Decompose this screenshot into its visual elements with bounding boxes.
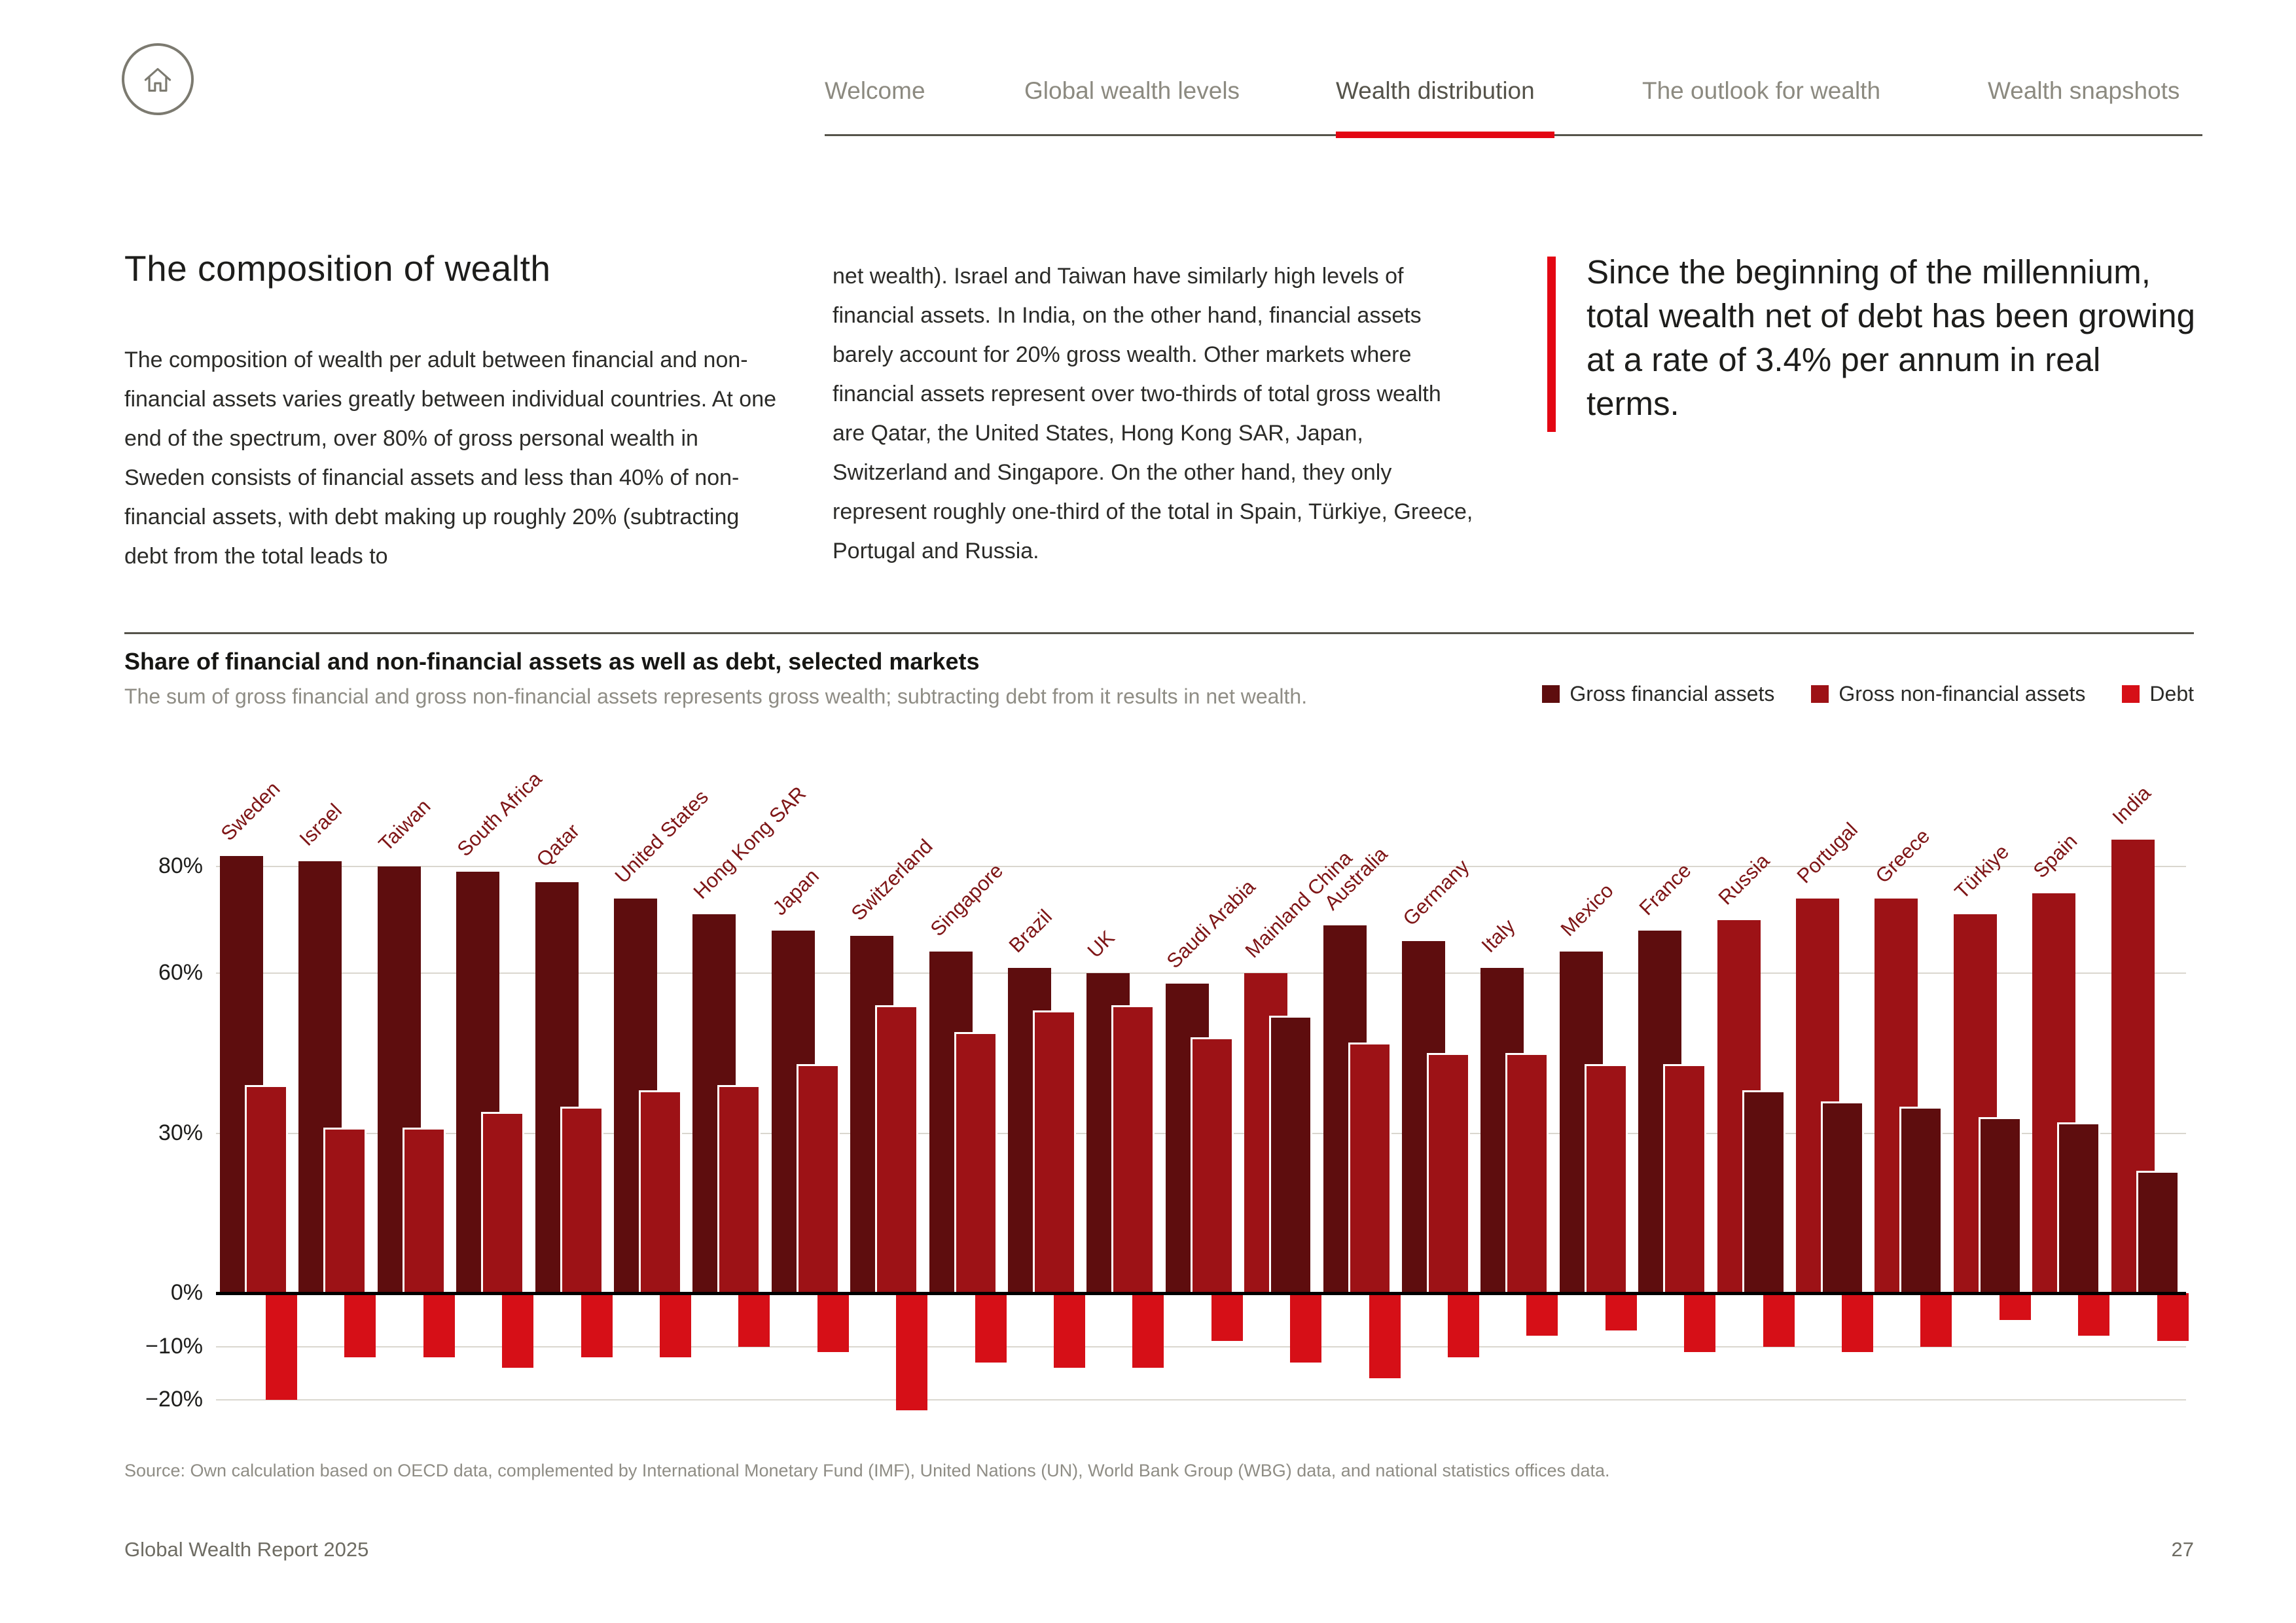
bar-debt-brazil (1054, 1293, 1085, 1368)
bar-debt-singapore (975, 1293, 1007, 1363)
tab-welcome[interactable]: Welcome (825, 77, 925, 104)
y-axis-tick-0: 0% (170, 1280, 203, 1305)
bar-non_financial-france (1663, 1063, 1707, 1293)
zero-axis-line (216, 1292, 2186, 1295)
bar-debt-qatar (581, 1293, 613, 1357)
bar-debt-sweden (266, 1293, 297, 1400)
bar-non_financial-japan (796, 1063, 840, 1293)
legend-label-financial: Gross financial assets (1570, 682, 1775, 705)
y-axis-tick--20: −20% (145, 1387, 203, 1412)
pull-quote-accent-bar (1547, 257, 1556, 432)
bar-debt-greece (1920, 1293, 1952, 1347)
home-button[interactable] (122, 43, 194, 115)
bar-non_financial-united-states (639, 1090, 682, 1293)
bar-non_financial-sweden (245, 1085, 288, 1293)
gridline--20 (216, 1399, 2186, 1400)
bar-debt-russia (1763, 1293, 1795, 1347)
tab-global-wealth-levels[interactable]: Global wealth levels (1024, 77, 1240, 104)
legend-swatch-financial (1542, 685, 1560, 703)
bar-non_financial-switzerland (875, 1005, 919, 1293)
bar-debt-t-rkiye (1999, 1293, 2031, 1320)
bar-debt-portugal (1842, 1293, 1873, 1352)
y-axis-tick--10: −10% (145, 1333, 203, 1359)
body-text-column-2: net wealth). Israel and Taiwan have simi… (833, 264, 1473, 563)
bar-debt-taiwan (423, 1293, 455, 1357)
gridline-60 (216, 972, 2186, 974)
bar-debt-united-states (660, 1293, 691, 1357)
bar-financial-india (2136, 1170, 2179, 1293)
tab-wealth-distribution[interactable]: Wealth distribution (1336, 77, 1535, 104)
bar-debt-australia (1369, 1293, 1401, 1379)
bar-debt-uk (1132, 1293, 1164, 1368)
tab-wealth-snapshots[interactable]: Wealth snapshots (1988, 77, 2180, 104)
bar-debt-mainland-china (1290, 1293, 1322, 1363)
bar-non_financial-brazil (1033, 1010, 1076, 1293)
legend-label-non_financial: Gross non-financial assets (1839, 682, 2086, 705)
bar-financial-portugal (1821, 1101, 1864, 1293)
bar-non_financial-hong-kong-sar (717, 1085, 761, 1293)
bar-financial-mainland-china (1269, 1016, 1313, 1293)
bar-debt-india (2157, 1293, 2189, 1342)
gridline-80 (216, 866, 2186, 867)
footer-page-number: 27 (2171, 1538, 2194, 1561)
bar-non_financial-saudi-arabia (1190, 1037, 1234, 1293)
y-axis-tick-60: 60% (158, 960, 203, 985)
bar-debt-france (1684, 1293, 1716, 1352)
bar-debt-spain (2078, 1293, 2110, 1336)
page-title: The composition of wealth (124, 248, 551, 289)
pull-quote: Since the beginning of the millennium, t… (1587, 253, 2195, 422)
section-divider (124, 632, 2194, 634)
bar-debt-italy (1526, 1293, 1558, 1336)
legend-swatch-non_financial (1811, 685, 1829, 703)
bar-financial-spain (2057, 1122, 2101, 1293)
bar-financial-russia (1742, 1090, 1785, 1293)
legend-swatch-debt (2122, 685, 2140, 703)
legend-item-financial: Gross financial assets (1542, 682, 1774, 706)
nav-active-indicator (1336, 132, 1554, 138)
legend-item-non_financial: Gross non-financial assets (1811, 682, 2085, 706)
footer-report-name: Global Wealth Report 2025 (124, 1538, 369, 1561)
chart-subtitle: The sum of gross financial and gross non… (124, 685, 1308, 708)
bar-debt-switzerland (896, 1293, 928, 1411)
home-icon (144, 67, 171, 92)
bar-debt-saudi-arabia (1211, 1293, 1243, 1342)
chart-source: Source: Own calculation based on OECD da… (124, 1461, 1610, 1480)
chart-title: Share of financial and non-financial ass… (124, 648, 980, 675)
bar-non_financial-mexico (1584, 1063, 1628, 1293)
bar-financial-greece (1899, 1106, 1943, 1293)
bar-debt-hong-kong-sar (738, 1293, 770, 1347)
bar-debt-japan (817, 1293, 849, 1352)
body-text-column-1: The composition of wealth per adult betw… (124, 348, 777, 569)
bar-chart: 80% 60% 30% 0% −10% −20% Sweden Israel Taiwan Sou… (124, 740, 2219, 1440)
bar-non_financial-israel (323, 1128, 367, 1293)
bar-non_financial-qatar (560, 1106, 603, 1293)
bar-debt-germany (1448, 1293, 1479, 1357)
tab-outlook-for-wealth[interactable]: The outlook for wealth (1642, 77, 1881, 104)
bar-debt-mexico (1605, 1293, 1637, 1331)
y-axis-tick-30: 30% (158, 1120, 203, 1145)
bar-non_financial-south-africa (481, 1111, 525, 1293)
gridline--10 (216, 1346, 2186, 1347)
bar-non_financial-taiwan (402, 1128, 446, 1293)
bar-non_financial-italy (1505, 1053, 1549, 1293)
bar-non_financial-singapore (954, 1031, 997, 1293)
bar-debt-israel (344, 1293, 376, 1357)
bar-non_financial-uk (1111, 1005, 1155, 1293)
legend-item-debt: Debt (2122, 682, 2194, 706)
legend-label-debt: Debt (2149, 682, 2194, 705)
bar-non_financial-australia (1348, 1042, 1391, 1293)
bar-financial-t-rkiye (1978, 1117, 2022, 1293)
y-axis-tick-80: 80% (158, 853, 203, 878)
chart-legend: Gross financial assets Gross non-financia… (1542, 682, 2194, 706)
bar-non_financial-germany (1427, 1053, 1470, 1293)
bar-debt-south-africa (502, 1293, 534, 1368)
